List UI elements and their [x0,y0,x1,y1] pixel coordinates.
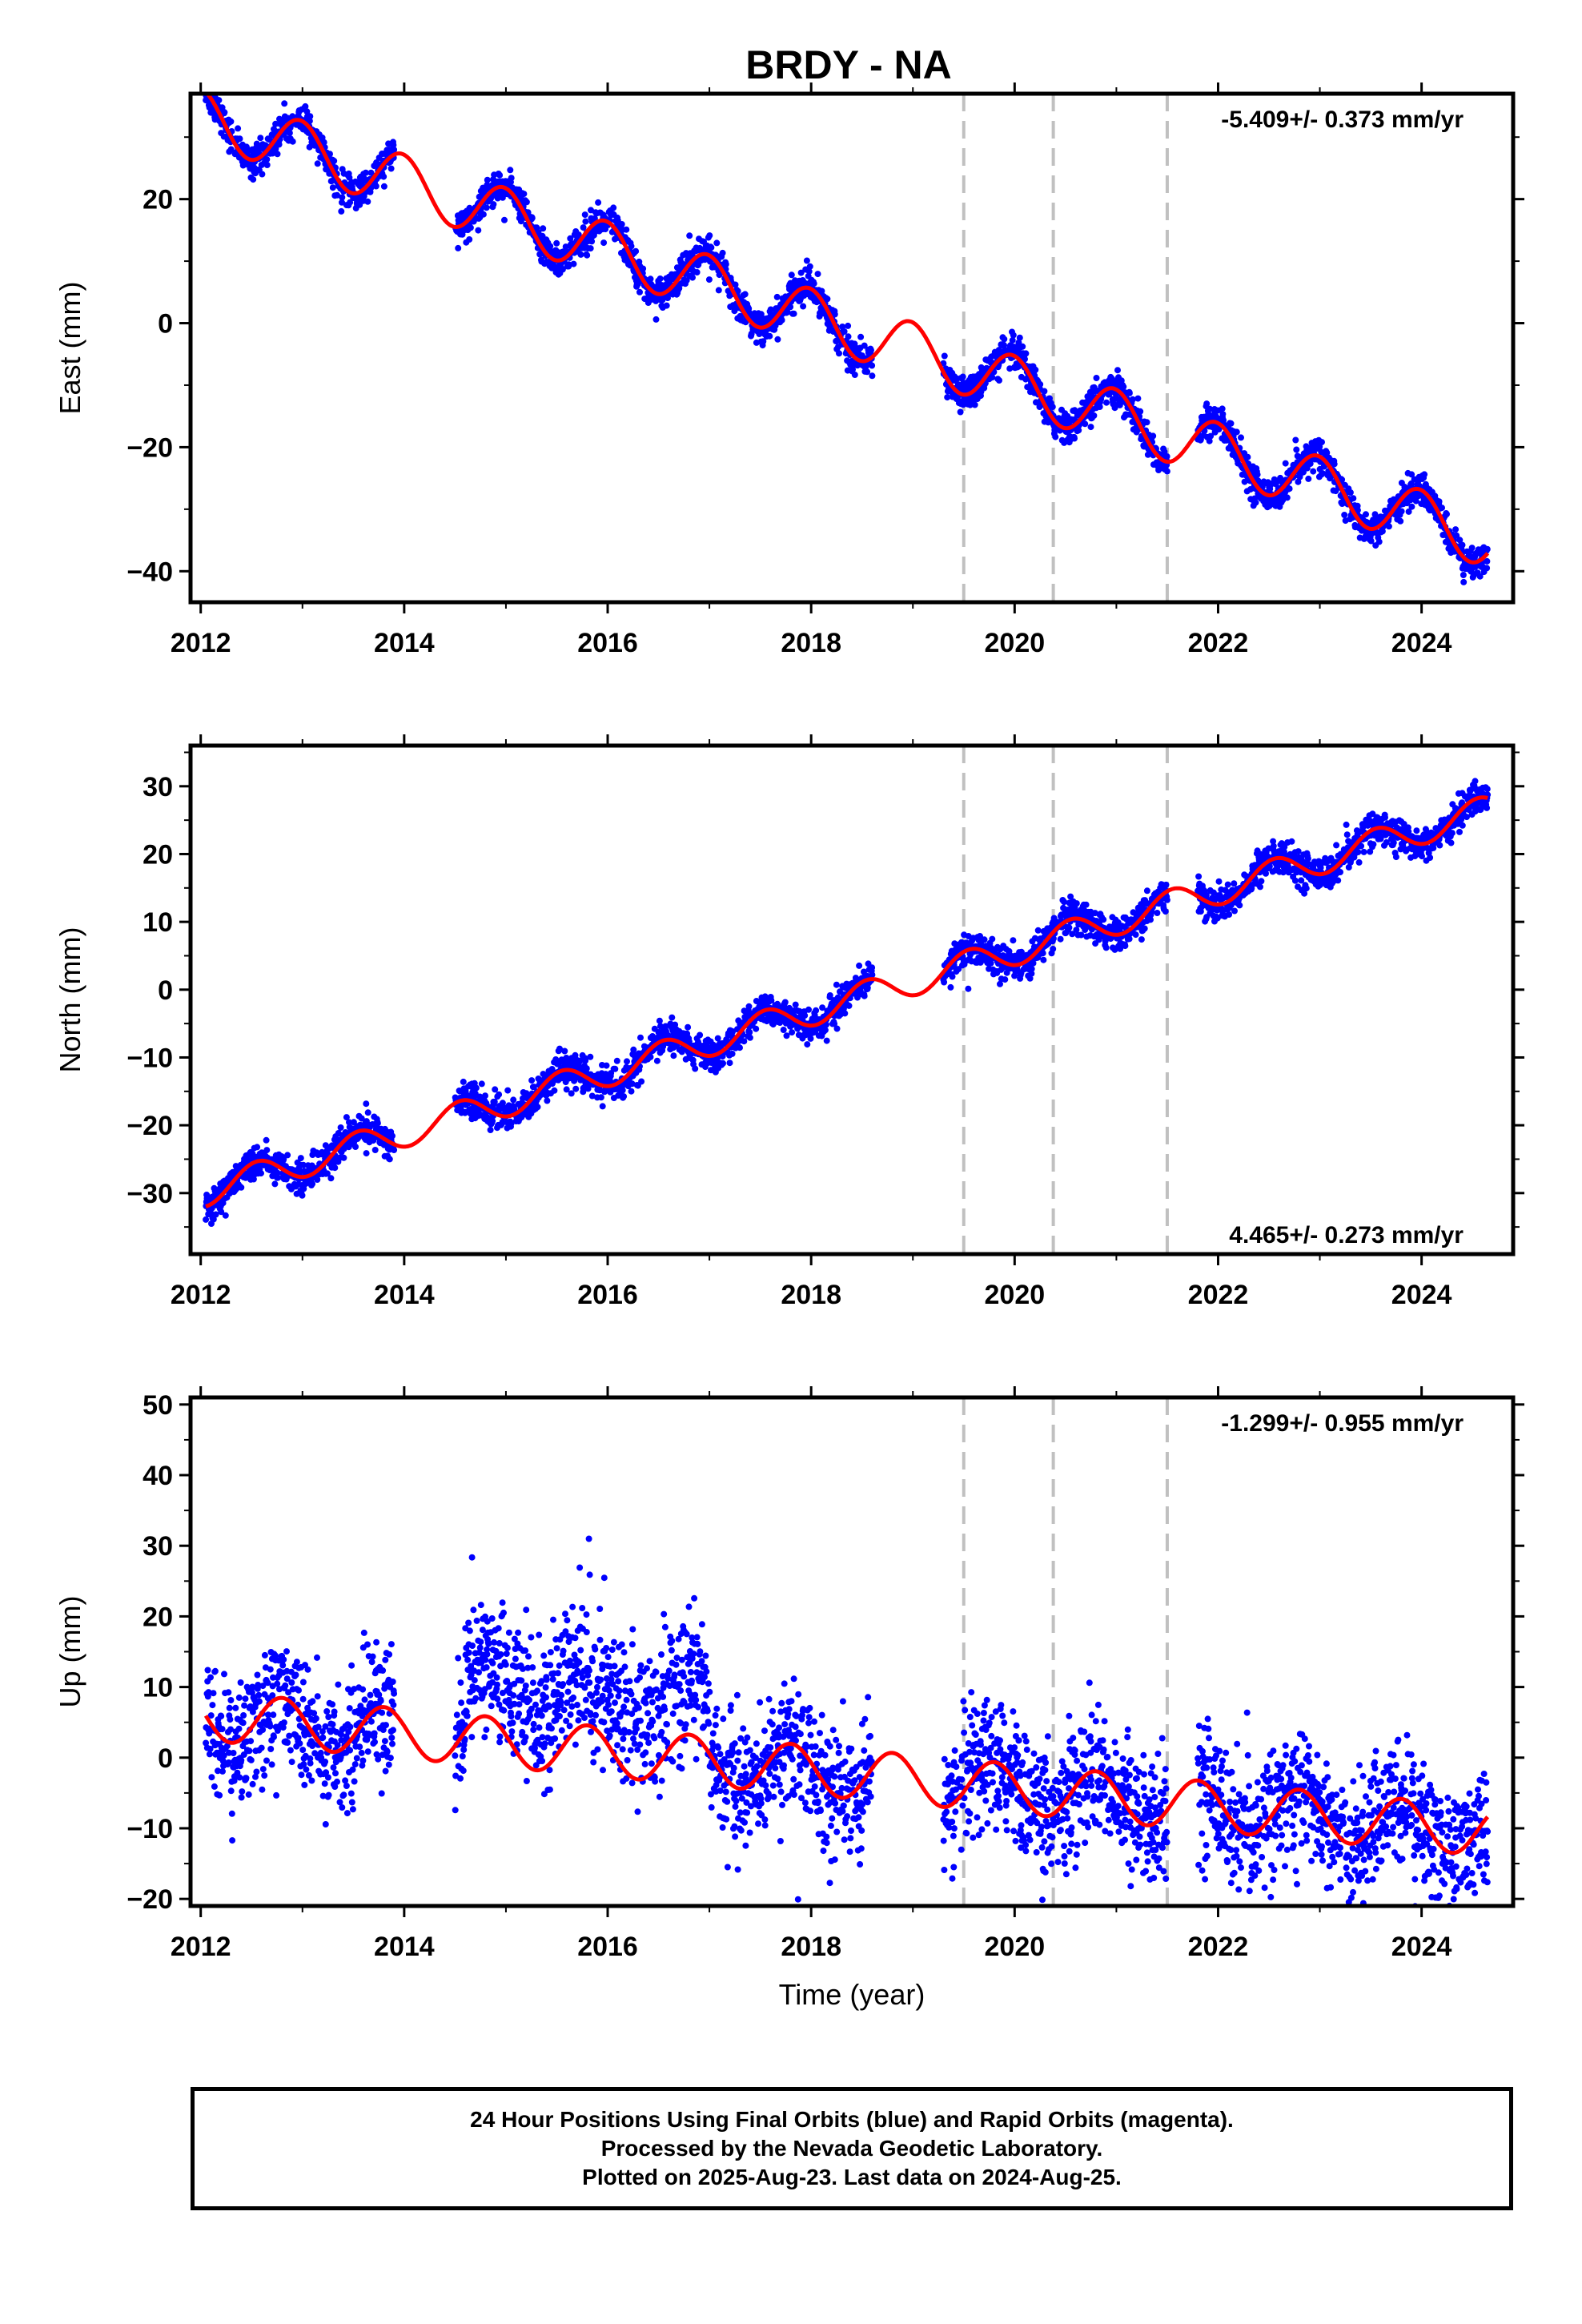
x-tick-label: 2018 [781,1932,841,1962]
y-tick-label: −30 [126,1179,173,1209]
x-tick-label: 2014 [374,1932,435,1962]
x-tick-label: 2012 [171,1932,231,1962]
data-points [203,94,1491,585]
figure: BRDY - NA 2012 2014 2016 2018 2020 2022 2024−4… [54,42,1524,2011]
x-tick-label: 2020 [985,628,1046,658]
x-axis-label: Time (year) [779,1978,926,2011]
y-tick-label: 20 [143,185,173,215]
caption-line-1: 24 Hour Positions Using Final Orbits (bl… [470,2107,1234,2132]
plot-area [203,94,1491,602]
y-tick-label: −20 [126,1111,173,1141]
y-axis-label: East (mm) [54,282,86,415]
y-tick-label: 40 [143,1461,173,1491]
y-tick-label: 30 [143,772,173,802]
data-points-path [203,94,1491,585]
y-tick-label: 0 [158,975,173,1006]
panel-1: 2012 2014 2016 2018 2020 2022 2024 −40 −20 0 20 Eas… [54,82,1524,658]
rate-label: -5.409+/- 0.373 mm/yr [1221,107,1464,133]
x-tick-label: 2024 [1391,1932,1452,1962]
y-axis-label: North (mm) [54,927,86,1073]
y-tick-label: 10 [143,907,173,938]
y-tick-label: 20 [143,839,173,870]
y-tick-label: 0 [158,309,173,340]
chart-title: BRDY - NA [745,42,951,87]
rate-label: 4.465+/- 0.273 mm/yr [1229,1222,1464,1248]
panel-2: 2012 2014 2016 2018 2020 2022 2024 −30 −20 −10 0 10… [54,734,1524,1310]
data-points-path [203,778,1492,1227]
x-tick-label: 2016 [577,628,638,658]
y-tick-label: 10 [143,1673,173,1703]
x-tick-label: 2024 [1391,1280,1452,1310]
y-axis-label: Up (mm) [54,1596,86,1708]
model-curve [204,94,1490,565]
y-tick-label: −10 [126,1814,173,1844]
x-tick-label: 2014 [374,1280,435,1310]
x-tick-label: 2016 [577,1280,638,1310]
model-curve [205,795,1488,1208]
y-tick-label: −20 [126,1884,173,1915]
data-points [203,1535,1492,1906]
y-tick-label: −20 [126,432,173,463]
caption-box: 24 Hour Positions Using Final Orbits (bl… [191,2087,1513,2210]
data-points-path [203,1535,1492,1906]
x-tick-label: 2020 [985,1932,1046,1962]
y-tick-label: 50 [143,1390,173,1421]
x-tick-label: 2012 [171,1280,231,1310]
rate-label: -1.299+/- 0.955 mm/yr [1221,1410,1464,1437]
x-tick-label: 2022 [1188,628,1249,658]
y-tick-label: −40 [126,557,173,587]
y-tick-label: 30 [143,1531,173,1562]
plot-area [203,1397,1492,1906]
model-curve [203,1695,1490,1856]
x-tick-label: 2012 [171,628,231,658]
caption-line-2: Processed by the Nevada Geodetic Laborat… [600,2136,1103,2161]
data-points [203,778,1492,1227]
caption-line-3: Plotted on 2025-Aug-23. Last data on 202… [582,2165,1122,2189]
x-tick-label: 2018 [781,628,841,658]
x-tick-label: 2018 [781,1280,841,1310]
x-tick-label: 2022 [1188,1932,1249,1962]
x-tick-label: 2022 [1188,1280,1249,1310]
y-tick-label: 0 [158,1743,173,1774]
x-tick-label: 2016 [577,1932,638,1962]
x-tick-label: 2020 [985,1280,1046,1310]
plot-frame [188,743,1516,1256]
x-tick-label: 2014 [374,628,435,658]
x-tick-label: 2024 [1391,628,1452,658]
plot-frame [188,91,1516,605]
panel-3: 2012 2014 2016 2018 2020 2022 2024 −20 −10 0 10 20 3… [54,1386,1524,1962]
y-tick-label: −10 [126,1043,173,1073]
plot-area [203,746,1492,1254]
y-tick-label: 20 [143,1602,173,1632]
